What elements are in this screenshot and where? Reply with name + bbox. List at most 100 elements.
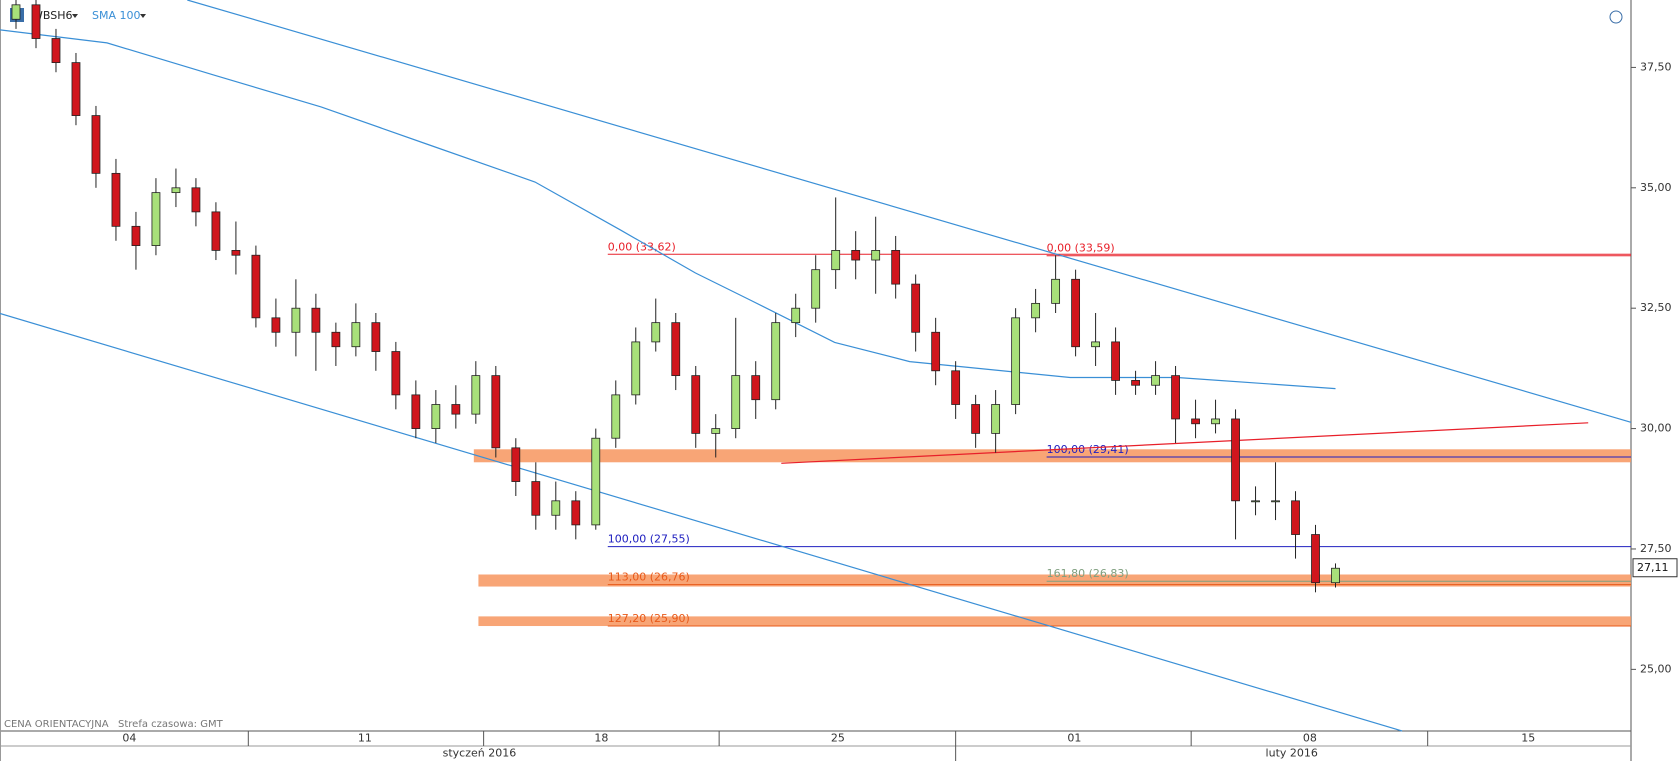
candle-body: [731, 375, 741, 429]
last-price-box: [1632, 558, 1678, 578]
y-tick-label: 30,00: [1640, 422, 1672, 435]
candle-body: [851, 250, 861, 261]
y-tick-label: 37,50: [1640, 60, 1672, 73]
x-tick-label: 01: [1067, 732, 1081, 745]
candle-body: [1051, 278, 1061, 304]
candle-body: [391, 351, 401, 396]
candle-body: [1271, 500, 1280, 503]
candle-body: [251, 254, 261, 319]
fib-zone: [478, 616, 1631, 627]
last-price-label: 27,11: [1637, 561, 1669, 574]
sma-line: [0, 29, 1336, 390]
candle-body: [591, 437, 601, 526]
trendline: [0, 312, 1403, 732]
candle-body: [1331, 567, 1340, 584]
candle-body: [1071, 278, 1081, 348]
fib-level-label: 100,00 (29,41): [1047, 443, 1129, 456]
candle-body: [671, 322, 681, 377]
candle-body: [1151, 375, 1160, 386]
clock-icon[interactable]: [1609, 10, 1623, 24]
candle-body: [871, 250, 881, 261]
candle-body: [431, 404, 441, 429]
candle-body: [611, 394, 621, 439]
candle-body: [191, 187, 201, 213]
candle-body: [11, 4, 21, 20]
candle-body: [71, 62, 81, 116]
candle-body: [931, 331, 941, 372]
candle-body: [791, 307, 801, 324]
x-tick-label: 04: [122, 732, 136, 745]
candle-body: [371, 322, 381, 352]
fib-level-label: 113,00 (26,76): [608, 571, 690, 584]
candle-body: [651, 322, 661, 343]
fib-zone: [478, 574, 1631, 587]
candle-body: [971, 404, 981, 434]
month-label: luty 2016: [1266, 747, 1318, 760]
trendline: [781, 422, 1589, 464]
candle-body: [1111, 341, 1120, 381]
candle-body: [1231, 418, 1240, 502]
x-tick-label: 25: [831, 732, 845, 745]
candle-body: [691, 375, 701, 434]
candle-body: [631, 341, 641, 396]
fib-level-label: 0,00 (33,62): [608, 240, 676, 253]
candle-body: [1251, 500, 1260, 503]
candle-body: [951, 370, 961, 405]
indicator-dropdown[interactable]: [140, 14, 146, 18]
candle-body: [911, 283, 921, 333]
candle-body: [31, 4, 41, 39]
fib-level-label: 0,00 (33,59): [1047, 242, 1115, 255]
candle-body: [531, 481, 541, 516]
month-label: styczeń 2016: [443, 747, 517, 760]
candle-body: [211, 211, 221, 251]
candle-body: [411, 394, 421, 429]
x-tick-label: 15: [1521, 732, 1535, 745]
candle-body: [171, 187, 181, 194]
fib-level-label: 161,80 (26,83): [1047, 567, 1129, 580]
candle-body: [1211, 418, 1220, 425]
candle-body: [1091, 341, 1100, 348]
candle-body: [711, 428, 721, 434]
candle-body: [351, 322, 361, 348]
symbol[interactable]: WBSH6: [32, 9, 72, 22]
candle-body: [131, 225, 141, 246]
candle-body: [331, 331, 341, 348]
candle-body: [271, 317, 281, 333]
candle-body: [991, 404, 1001, 434]
candle-body: [231, 250, 241, 256]
candle-body: [1291, 500, 1300, 535]
candle-body: [811, 269, 821, 309]
candle-body: [91, 115, 101, 174]
candle-body: [1191, 418, 1200, 425]
y-tick-label: 27,50: [1640, 542, 1672, 555]
y-tick-label: 32,50: [1640, 301, 1672, 314]
indicator[interactable]: SMA 100: [92, 9, 141, 22]
fib-zone: [473, 449, 1631, 463]
trendline: [187, 0, 1632, 423]
candle-body: [1171, 375, 1180, 420]
candle-body: [311, 307, 321, 333]
symbol-dropdown[interactable]: [72, 14, 78, 18]
candle-body: [471, 375, 481, 415]
candle-body: [831, 250, 841, 271]
fib-level-label: 127,20 (25,90): [608, 612, 690, 625]
candle-body: [571, 500, 581, 526]
footer-timezone: Strefa czasowa: GMT: [118, 719, 224, 730]
candle-body: [1011, 317, 1021, 405]
candle-body: [1131, 380, 1140, 386]
x-tick-label: 08: [1303, 732, 1317, 745]
candle-body: [551, 500, 561, 516]
candle-body: [1031, 302, 1041, 319]
candle-body: [111, 172, 121, 227]
candle-body: [291, 307, 301, 333]
fib-level-label: 100,00 (27,55): [608, 533, 690, 546]
x-tick-label: 11: [358, 732, 372, 745]
footer-price-type: CENA ORIENTACYJNA: [4, 719, 109, 730]
candle-body: [891, 250, 901, 285]
candle-body: [771, 322, 781, 401]
candle-body: [751, 375, 761, 401]
candle-body: [491, 375, 501, 449]
candle-body: [51, 38, 61, 64]
